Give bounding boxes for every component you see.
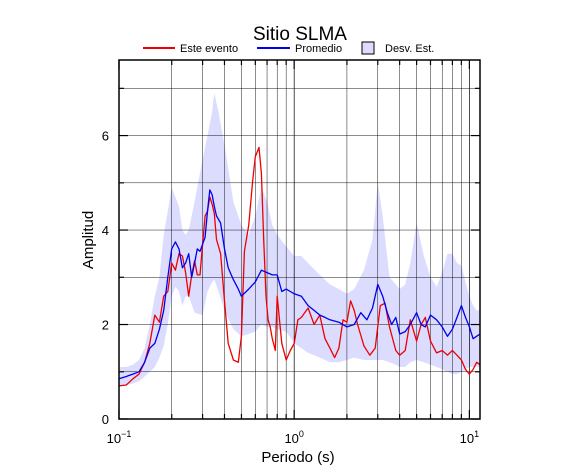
std-dev-band-layer [119,93,480,386]
legend-label-este-evento: Este evento [180,43,238,55]
y-axis-label: Amplitud [80,211,97,269]
series-layer [118,146,481,387]
y-tick-label: 0 [102,412,109,427]
legend-label-desv-est: Desv. Est. [385,43,434,55]
y-tick-label: 2 [102,318,109,333]
x-tick-label: 10−1 [107,429,132,446]
plot-frame [118,59,481,420]
series-line-este-evento [118,146,481,387]
legend-swatch-desv-est [361,41,375,55]
y-tick-label: 4 [102,223,109,238]
y-tick-label: 6 [102,129,109,144]
chart-title: Sitio SLMA [253,24,347,45]
std-dev-band [119,93,480,386]
legend-label-promedio: Promedio [295,43,342,55]
x-tick-label: 101 [460,429,479,446]
series-line-promedio [118,189,481,380]
legend: Este evento Promedio Desv. Est. [143,41,434,55]
x-tick-label: 100 [284,429,303,446]
tick-layer: 0 2 4 6 10−1 100 101 [102,60,480,446]
x-axis-label: Periodo (s) [261,449,334,466]
